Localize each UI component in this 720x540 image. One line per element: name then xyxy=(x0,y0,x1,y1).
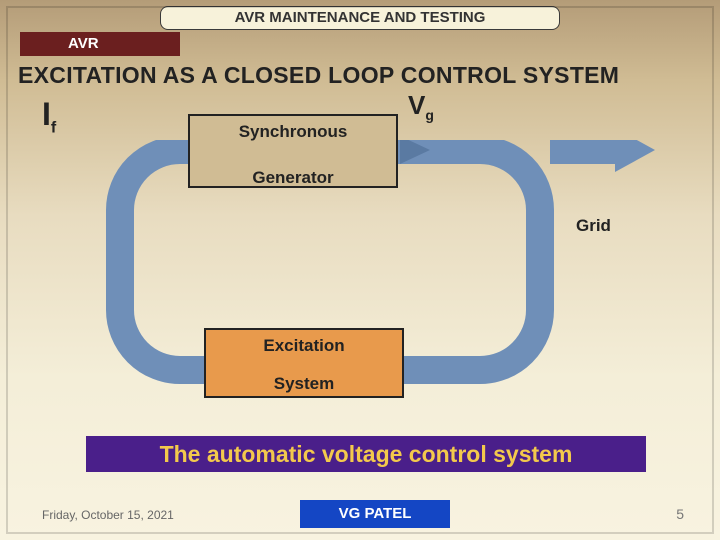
block-synchronous-generator: Synchronous Generator xyxy=(188,114,398,188)
avr-tag: AVR xyxy=(20,32,180,56)
variable-vg-sub: g xyxy=(425,107,434,123)
block-generator-line2: Generator xyxy=(190,168,396,188)
variable-if-sub: f xyxy=(51,119,56,136)
footer-date: Friday, October 15, 2021 xyxy=(42,508,174,522)
block-excitation-line1: Excitation xyxy=(206,336,402,356)
variable-vg-main: V xyxy=(408,90,425,120)
footer-author-box: VG PATEL xyxy=(300,500,450,528)
variable-if-main: I xyxy=(42,96,51,132)
footer-page-number: 5 xyxy=(676,506,684,522)
block-excitation-line2: System xyxy=(206,374,402,394)
variable-if: If xyxy=(42,96,56,137)
bottom-banner: The automatic voltage control system xyxy=(86,436,646,472)
block-generator-line1: Synchronous xyxy=(190,122,396,142)
variable-vg: Vg xyxy=(408,90,434,123)
grid-label: Grid xyxy=(576,216,611,236)
page-subtitle: EXCITATION AS A CLOSED LOOP CONTROL SYST… xyxy=(18,62,619,89)
title-banner: AVR MAINTENANCE AND TESTING xyxy=(160,6,560,30)
block-excitation-system: Excitation System xyxy=(204,328,404,398)
